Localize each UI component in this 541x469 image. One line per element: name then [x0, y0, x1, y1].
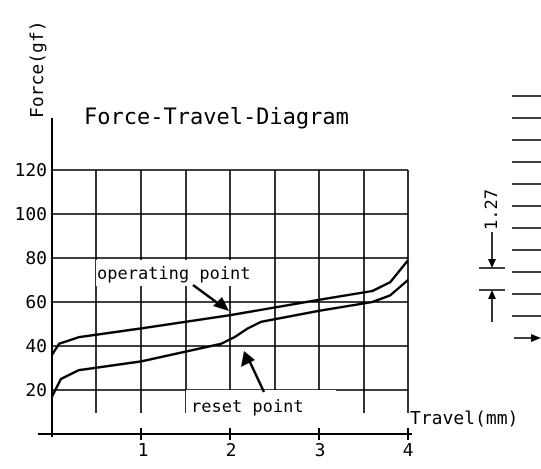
grid	[52, 169, 409, 413]
dimension-arrowhead-bottom	[488, 290, 496, 299]
annotation-reset: reset point	[186, 351, 336, 418]
chart-title: Force-Travel-Diagram	[84, 105, 349, 130]
y-tick-label-80: 80	[25, 248, 47, 269]
annotation-operating: operating point	[96, 260, 261, 311]
axes	[38, 118, 412, 440]
y-tick-label-20: 20	[25, 380, 47, 401]
x-tick-label-3: 3	[315, 440, 326, 461]
annotation-reset-background	[186, 390, 336, 418]
dimension-arrowhead-top	[488, 259, 496, 268]
y-tick-label-100: 100	[14, 204, 47, 225]
y-tick-label-60: 60	[25, 292, 47, 313]
series-line-2	[50, 279, 409, 398]
y-tick-labels: 120 100 80 60 40 20	[14, 160, 47, 401]
series-line-1	[50, 259, 409, 356]
annotation-operating-background	[96, 260, 261, 286]
x-axis-label: Travel(mm)	[410, 408, 518, 429]
y-tick-label-120: 120	[14, 160, 47, 181]
series-layer	[50, 259, 409, 398]
side-dimension-drawing	[479, 95, 541, 339]
x-tick-labels: 1 2 3 4	[138, 440, 414, 461]
pitch-dimension-label: 1.27	[482, 189, 502, 230]
x-tick-label-1: 1	[138, 440, 149, 461]
x-tick-label-2: 2	[226, 440, 237, 461]
direction-arrowhead	[531, 334, 541, 342]
annotation-operating-label: operating point	[97, 264, 251, 284]
y-axis-label: Force(gf)	[27, 20, 48, 118]
annotation-operating-arrowhead	[213, 297, 229, 311]
annotation-reset-arrow-line	[247, 359, 266, 393]
y-tick-label-40: 40	[25, 336, 47, 357]
annotation-reset-label: reset point	[191, 397, 304, 417]
annotation-reset-arrowhead	[241, 351, 255, 367]
x-tick-label-4: 4	[403, 440, 414, 461]
